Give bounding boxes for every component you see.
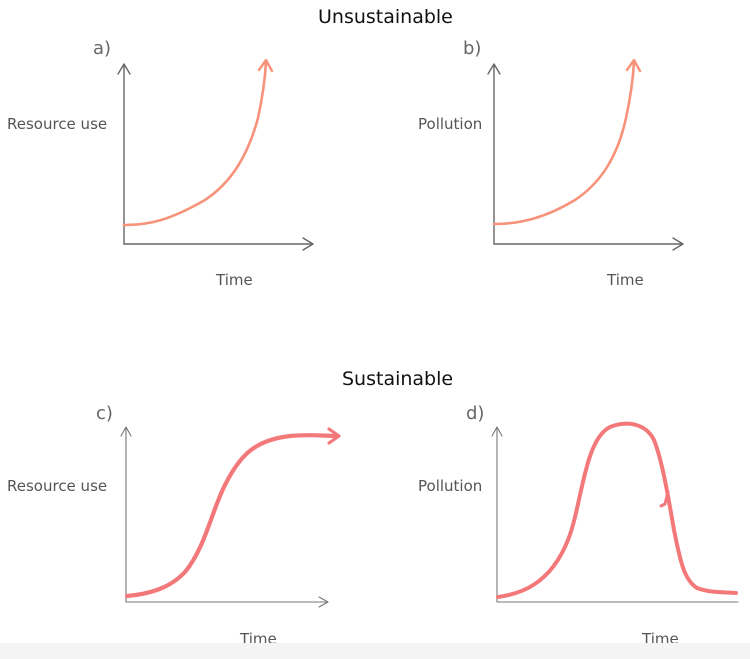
panel-d-letter: d) — [466, 403, 485, 424]
panel-b-ylabel: Pollution — [418, 115, 483, 133]
panel-a-x-arrowhead — [302, 237, 314, 251]
panel-a-growth-line — [122, 60, 268, 227]
panel-c-s-line — [124, 433, 341, 599]
panel-c-axes — [120, 426, 329, 608]
panel-d-curve — [496, 421, 738, 599]
panel-a-ylabel: Resource use — [7, 115, 108, 133]
panel-a-xlabel: Time — [216, 271, 253, 289]
panel-c-arrowhead — [327, 427, 341, 445]
panel-b-arrowhead — [625, 58, 642, 73]
panel-c-curve — [124, 427, 341, 599]
panel-b-letter: b) — [463, 38, 482, 59]
panel-a-arrowhead — [257, 58, 274, 73]
panel-c-x-arrowhead — [318, 596, 329, 608]
panel-b-curve — [492, 58, 642, 226]
window-bottom-strip — [0, 643, 750, 659]
panel-a-y-arrowhead — [117, 63, 131, 75]
panel-b-y-arrowhead — [487, 63, 501, 75]
panel-b-xlabel: Time — [607, 271, 644, 289]
panel-d-direction-arrowhead — [659, 490, 670, 508]
heading-unsustainable: Unsustainable — [318, 6, 453, 28]
panel-d-peak-line — [496, 421, 738, 599]
panel-a-letter: a) — [93, 38, 112, 59]
panel-c-letter: c) — [96, 403, 113, 424]
panel-d-axes — [491, 426, 739, 603]
panel-c-y-arrowhead — [120, 426, 132, 437]
heading-sustainable: Sustainable — [342, 368, 454, 390]
panel-d-y-arrowhead — [491, 426, 503, 437]
panel-b-growth-line — [492, 60, 636, 226]
panel-b-axes — [487, 63, 684, 251]
panel-a-axes — [117, 63, 314, 251]
panel-a-curve — [122, 58, 274, 227]
panel-c-ylabel: Resource use — [7, 477, 108, 495]
panel-d-ylabel: Pollution — [418, 477, 483, 495]
panel-b-x-arrowhead — [672, 237, 684, 251]
